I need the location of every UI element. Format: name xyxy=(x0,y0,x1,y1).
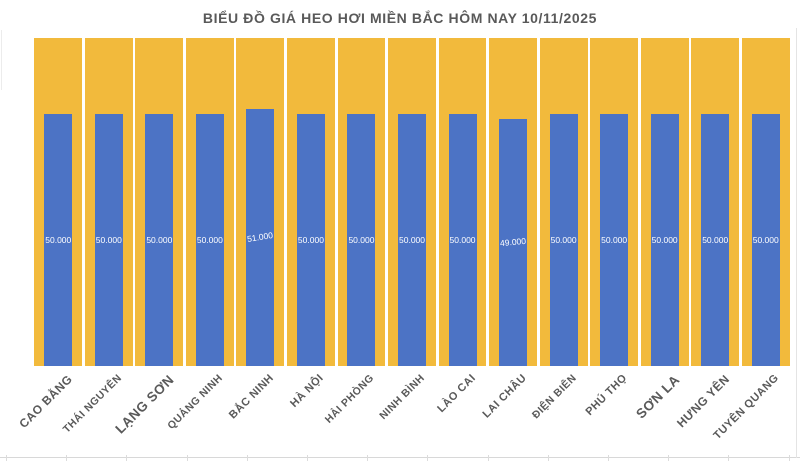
bar[interactable] xyxy=(650,113,679,366)
chart-title: BIỂU ĐỒ GIÁ HEO HƠI MIỀN BẮC HÔM NAY 10/… xyxy=(202,10,598,26)
bar-value-label: 50.000 xyxy=(550,234,577,245)
bar-value-label: 50.000 xyxy=(297,234,324,245)
bar-value-label: 50.000 xyxy=(702,234,729,245)
bar[interactable] xyxy=(701,113,730,366)
bar[interactable] xyxy=(549,113,578,366)
bar-value-label: 50.000 xyxy=(45,234,72,245)
bar-value-label: 50.000 xyxy=(651,234,678,245)
bar-value-label: 50.000 xyxy=(601,234,628,245)
category-label: BẮC NINH xyxy=(226,372,276,422)
bar[interactable] xyxy=(751,113,780,366)
bar[interactable] xyxy=(195,113,224,366)
category-label: ĐIỆN BIÊN xyxy=(529,372,580,422)
bar[interactable] xyxy=(296,113,325,366)
category-label: LAI CHÂU xyxy=(480,372,529,421)
sheet-left-gridline xyxy=(1,30,2,90)
bar-value-label: 50.000 xyxy=(95,234,122,245)
bar-value-label: 50.000 xyxy=(752,234,779,245)
bar-value-label: 50.000 xyxy=(399,234,425,245)
bar[interactable] xyxy=(499,118,528,366)
bar[interactable] xyxy=(398,113,426,366)
category-label: SƠN LA xyxy=(632,372,683,422)
bar[interactable] xyxy=(94,113,123,366)
bar-value-label: 50.000 xyxy=(196,234,223,245)
category-label: HÀ NỘI xyxy=(288,372,327,410)
plot-area[interactable]: 50.000 50.000 50.000 50.000 51.000 50.000 50.0… xyxy=(33,38,791,366)
category-label: PHÚ THỌ xyxy=(583,372,630,418)
bar[interactable] xyxy=(347,113,376,366)
bar[interactable] xyxy=(600,113,629,366)
category-axis: CAO BẰNG THÁI NGUYÊN LẠNG SƠN QUẢNG NINH BẮC… xyxy=(0,372,800,461)
bar[interactable] xyxy=(145,113,174,366)
category-label: LÀO CAI xyxy=(435,372,479,415)
bar-value-label: 50.000 xyxy=(348,234,375,245)
bar[interactable] xyxy=(246,108,275,366)
category-label: NINH BÌNH xyxy=(377,372,428,423)
bar[interactable] xyxy=(448,113,477,366)
bar[interactable] xyxy=(44,113,73,366)
bar-value-label: 50.000 xyxy=(449,234,476,245)
bar-value-label: 50.000 xyxy=(146,234,173,245)
category-label: HẢI PHÒNG xyxy=(323,372,377,426)
